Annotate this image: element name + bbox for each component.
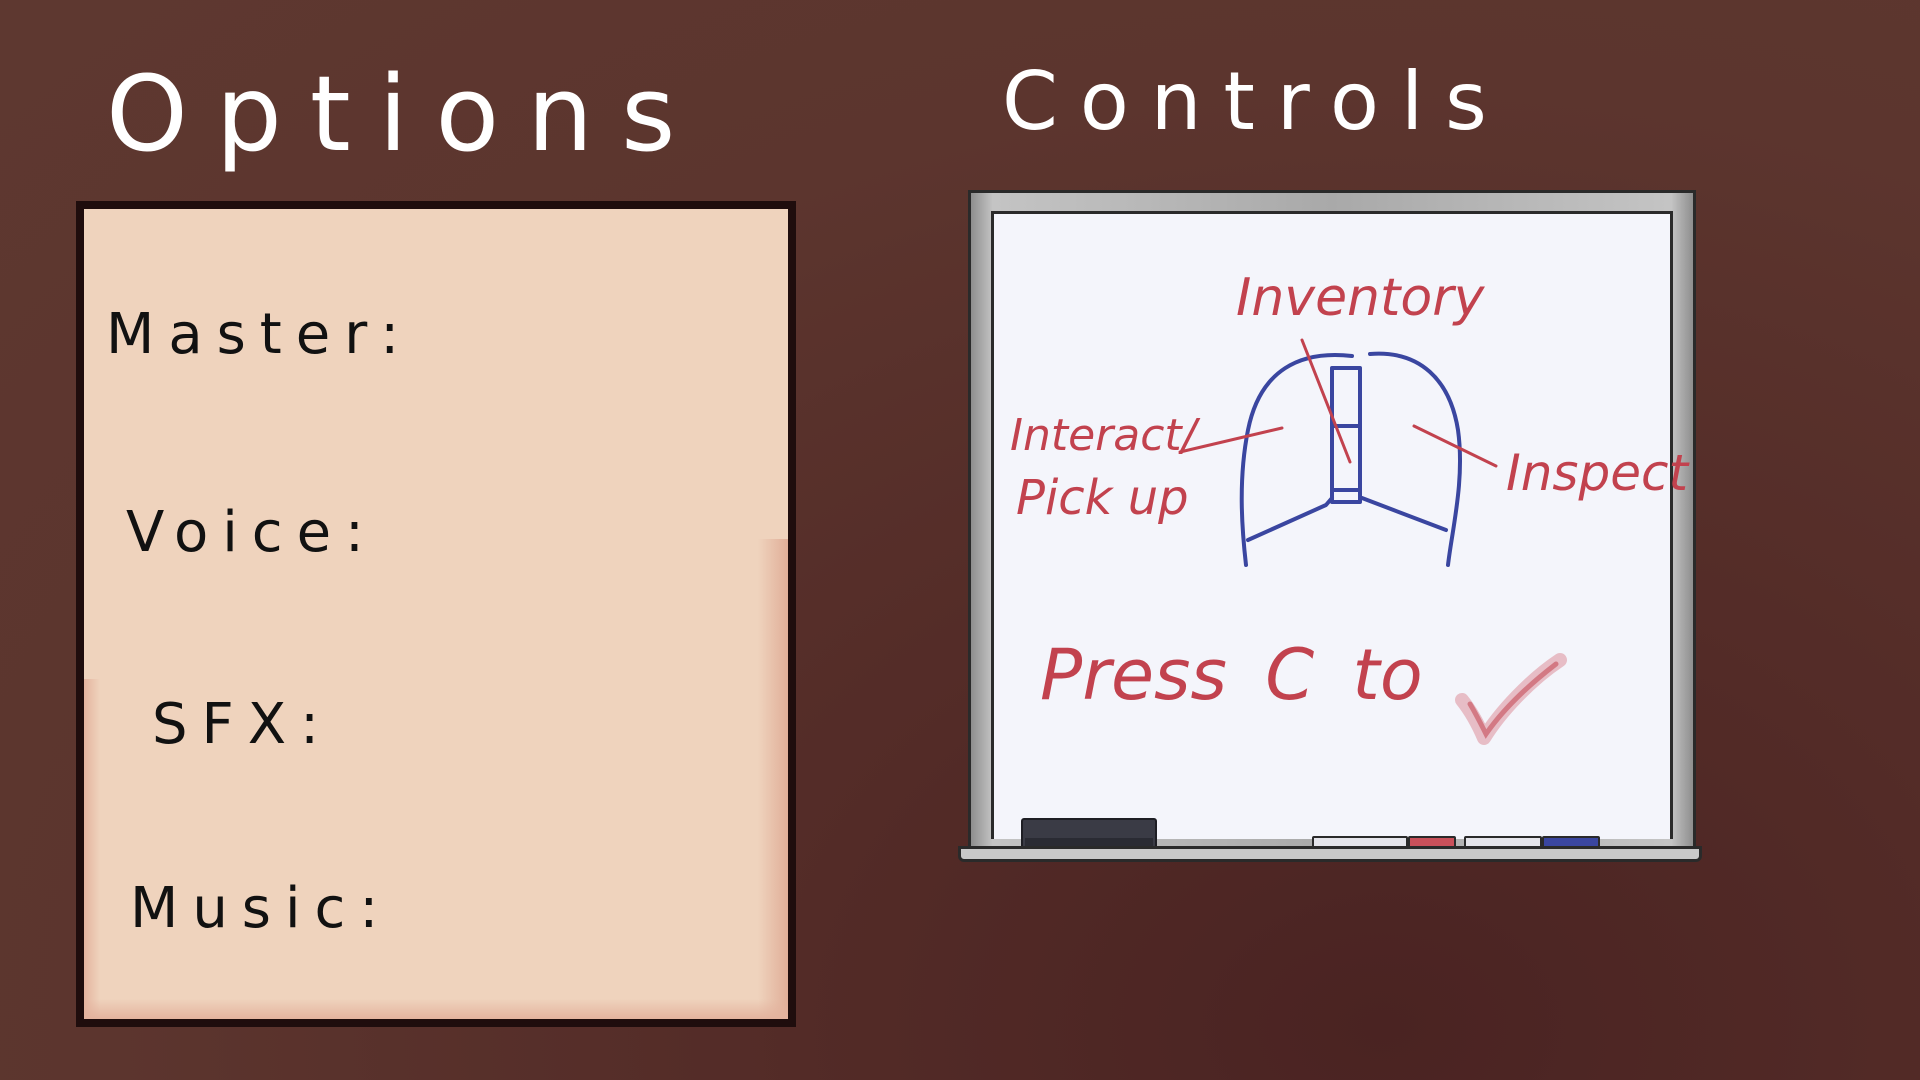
whiteboard-tray (958, 846, 1702, 862)
marker-blue (1542, 836, 1600, 848)
paper-curl-left (84, 679, 100, 1019)
controls-title: Controls (1002, 55, 1509, 148)
whiteboard-eraser (1021, 818, 1157, 848)
voice-volume-label: Voice: (126, 500, 378, 565)
options-paper: Master: Voice: SFX: Music: (84, 209, 788, 1019)
inventory-label: Inventory (1236, 268, 1485, 328)
press-c-hint: Press C to (1040, 634, 1423, 716)
inspect-label: Inspect (1506, 444, 1689, 502)
marker-red (1408, 836, 1456, 848)
whiteboard-frame (968, 190, 1696, 850)
paper-curl-bottom (84, 999, 788, 1019)
sfx-volume-label: SFX: (152, 692, 333, 757)
marker-white-cap (1464, 836, 1542, 848)
interact-label: Interact/ (1010, 410, 1197, 461)
pickup-label: Pick up (1016, 470, 1189, 526)
music-volume-label: Music: (130, 876, 393, 941)
marker-white (1312, 836, 1408, 848)
options-title: Options (106, 53, 704, 175)
options-panel: Master: Voice: SFX: Music: (76, 201, 796, 1027)
master-volume-label: Master: (106, 302, 414, 367)
paper-curl-right (758, 539, 788, 1019)
